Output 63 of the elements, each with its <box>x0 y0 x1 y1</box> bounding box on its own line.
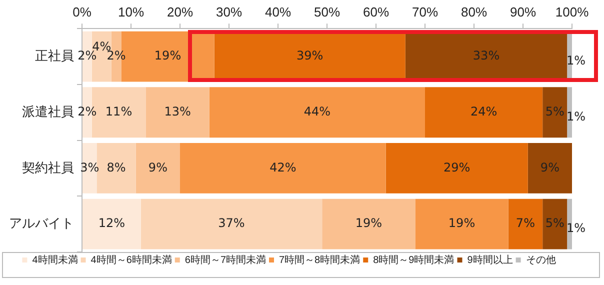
bar <box>146 87 210 138</box>
data-label: 1% <box>566 221 586 236</box>
legend-label: 7時間～8時間未満 <box>279 254 360 266</box>
bar <box>542 198 568 250</box>
data-label: 5% <box>545 216 564 230</box>
data-label: 37% <box>218 216 245 230</box>
y-tick-label: アルバイト <box>9 216 74 231</box>
data-label: 8% <box>106 160 126 174</box>
data-label: 19% <box>448 216 476 230</box>
data-label: 44% <box>304 104 331 118</box>
data-label: 2% <box>78 104 97 118</box>
data-label: 3% <box>80 160 100 174</box>
legend-label: 8時間～9時間未満 <box>373 254 454 266</box>
x-tick-label: 70% <box>412 4 438 20</box>
bar <box>386 143 528 194</box>
bar <box>508 198 543 250</box>
data-label: 12% <box>98 216 125 230</box>
x-tick-label: 80% <box>460 4 488 20</box>
bar <box>180 143 386 194</box>
x-tick-label: 0% <box>72 4 92 20</box>
bar <box>82 198 141 250</box>
y-tick-label: 派遣社員 <box>22 104 74 119</box>
x-tick-label: 60% <box>362 4 390 20</box>
bar <box>528 143 572 194</box>
bar <box>140 198 322 250</box>
data-label: 9% <box>148 160 168 174</box>
data-label: 7% <box>516 216 535 230</box>
data-label: 33% <box>472 48 500 63</box>
legend-label: 4時間未満 <box>32 254 78 266</box>
data-label: 2% <box>78 48 97 63</box>
y-tick-label: 契約社員 <box>22 160 74 175</box>
data-label: 24% <box>470 104 498 118</box>
legend-label: 9時間以上 <box>467 254 513 266</box>
data-label: 1% <box>566 110 586 124</box>
data-label: 39% <box>296 48 324 63</box>
data-label: 9% <box>540 160 560 174</box>
bar <box>322 198 416 250</box>
bar <box>136 143 180 194</box>
bar <box>96 143 136 194</box>
data-label: 19% <box>355 216 382 230</box>
data-label: 5% <box>545 104 564 118</box>
bar <box>542 87 568 138</box>
bar <box>415 198 508 250</box>
legend-label: 6時間～7時間未満 <box>184 254 266 266</box>
legend-label: 4時間～6時間未満 <box>90 254 172 266</box>
data-label: 19% <box>154 48 182 63</box>
x-tick-label: 40% <box>264 4 292 20</box>
data-label: 29% <box>444 160 470 174</box>
x-tick-label: 90% <box>510 4 536 20</box>
y-tick-label: 正社員 <box>35 48 74 64</box>
bar <box>82 143 97 194</box>
x-tick-label: 50% <box>314 4 340 20</box>
data-label: 13% <box>164 104 191 118</box>
x-tick-label: 30% <box>216 4 242 20</box>
data-label: 42% <box>270 160 296 174</box>
x-tick-label: 100% <box>555 4 590 20</box>
x-tick-label: 10% <box>118 4 144 20</box>
bar <box>425 87 543 138</box>
legend-label: その他 <box>526 254 556 266</box>
data-label: 1% <box>566 54 586 68</box>
bar <box>209 87 425 138</box>
x-tick-label: 20% <box>166 4 194 20</box>
data-label: 11% <box>105 104 132 118</box>
